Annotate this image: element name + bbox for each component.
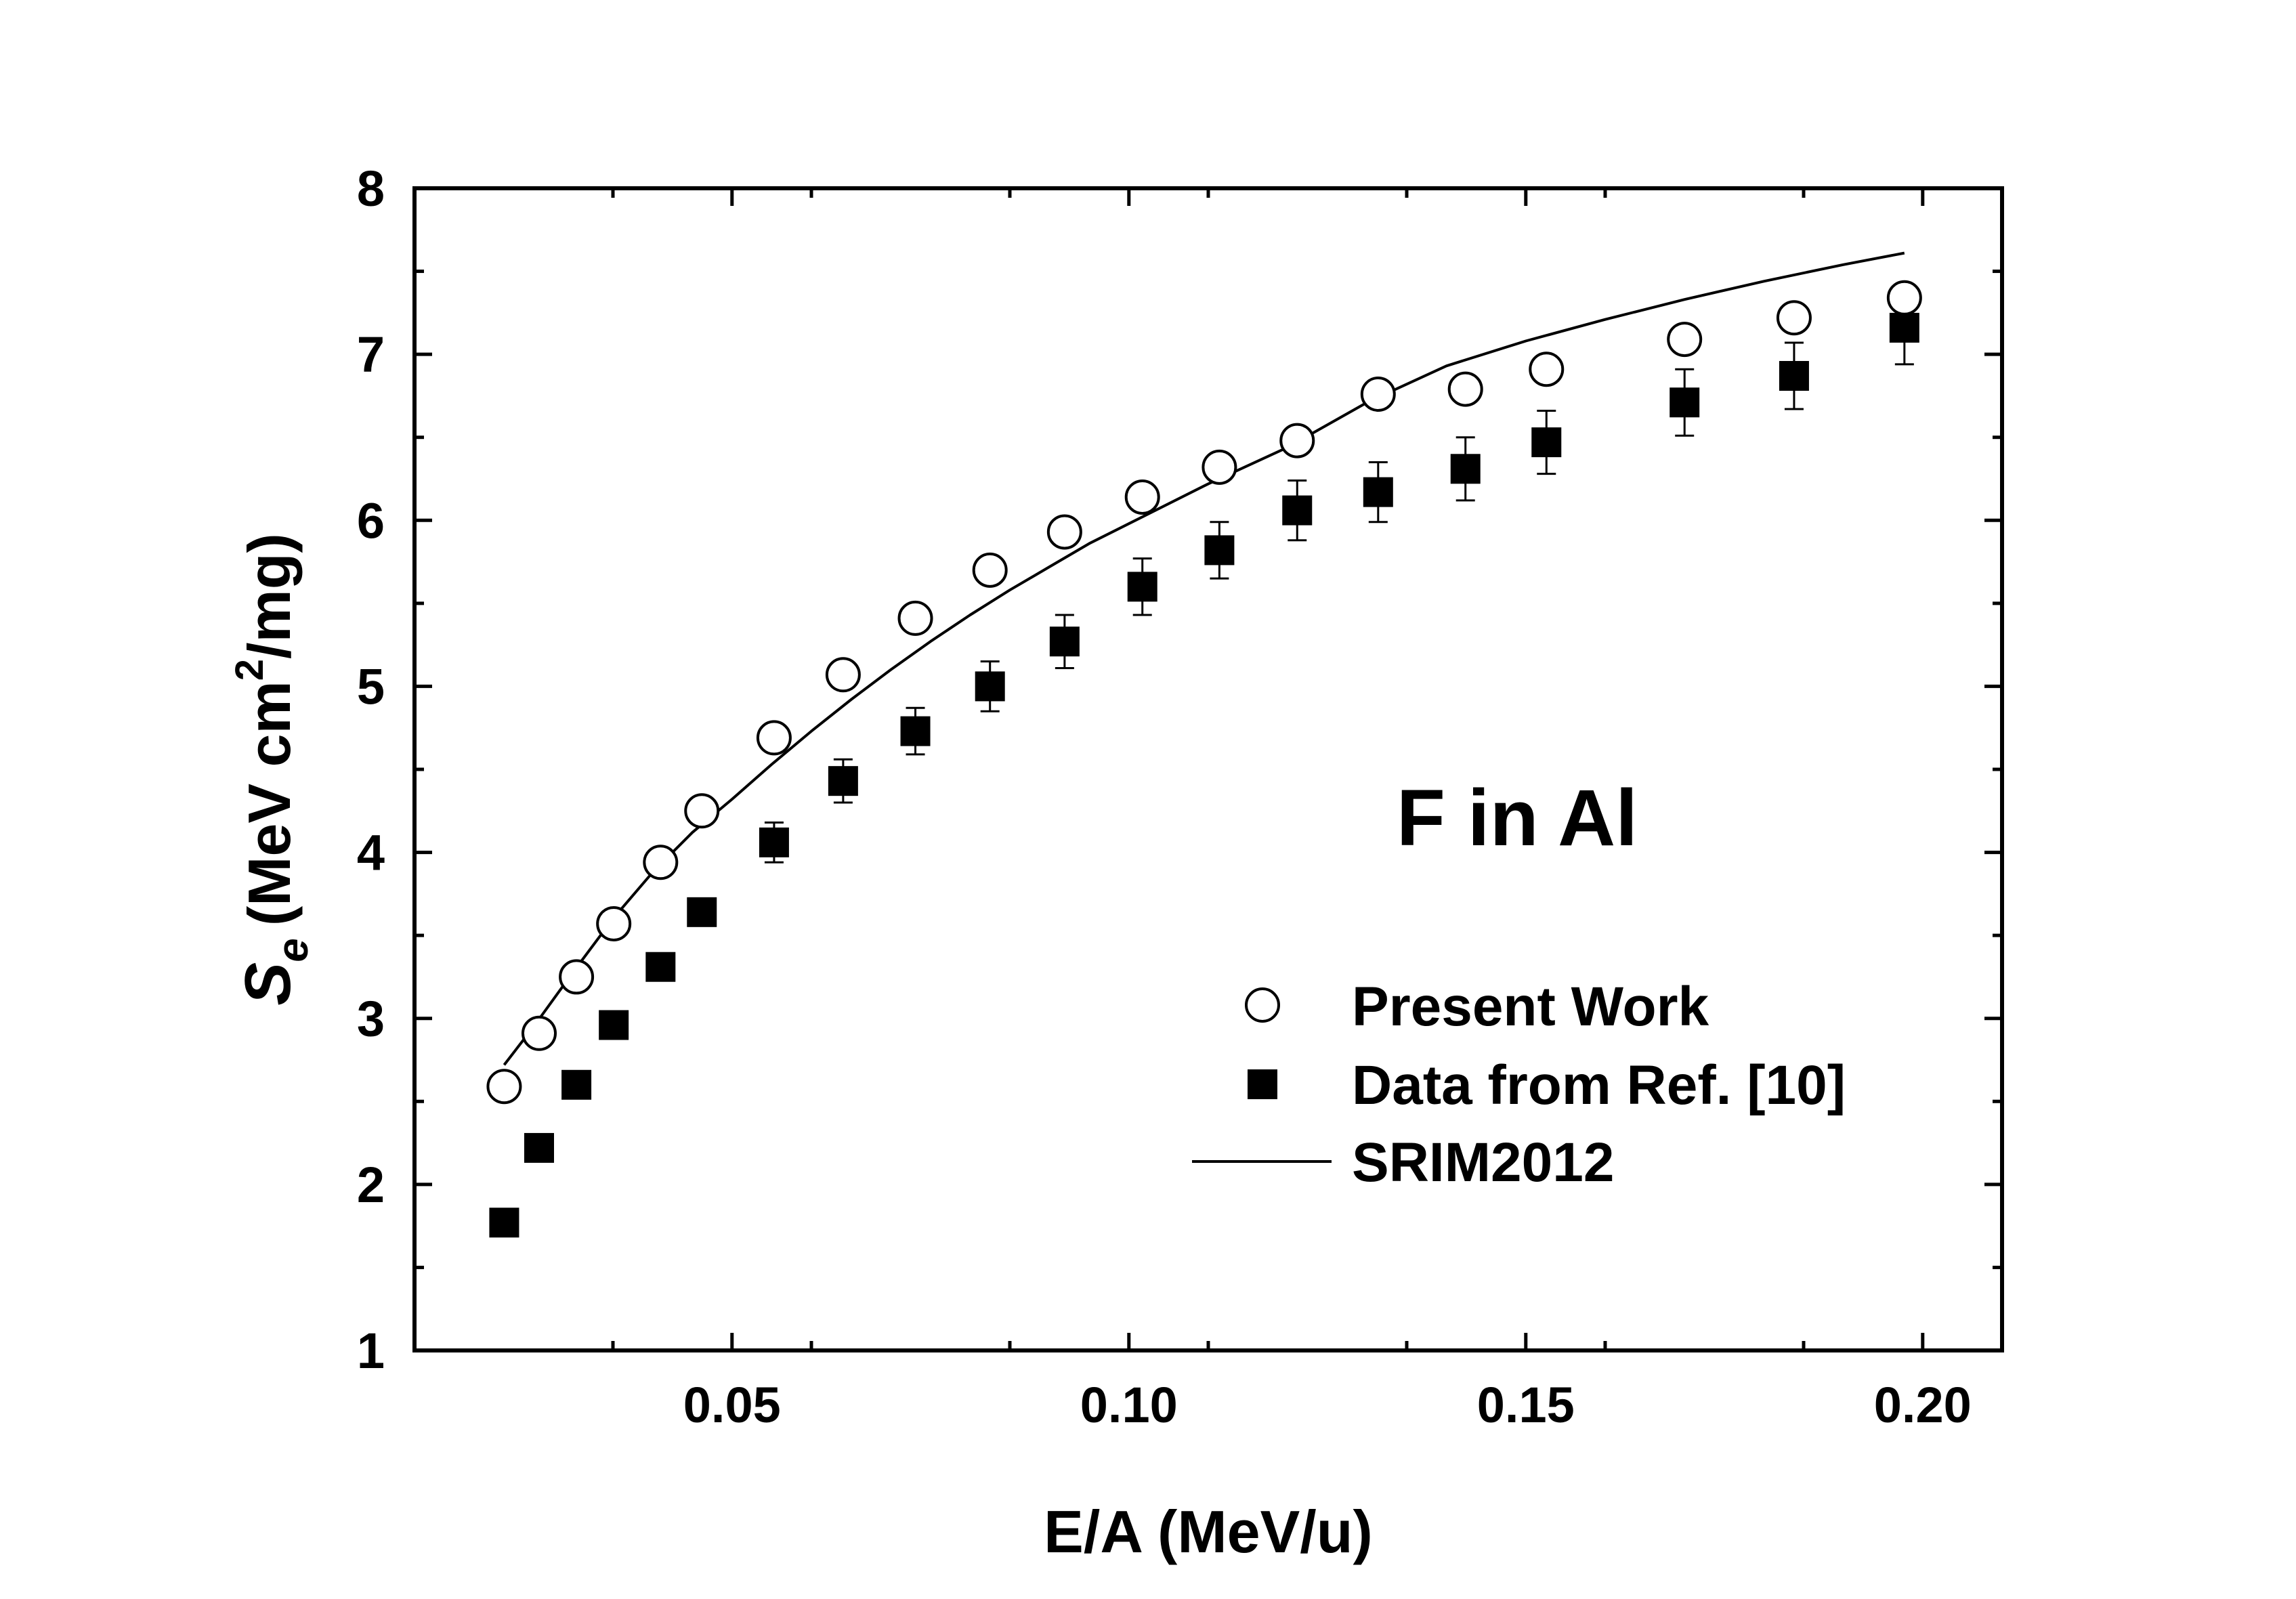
tick-labels: 0.05 0.10 0.15 0.20 1 2 3 4 5 6 7 8 [357, 161, 1972, 1433]
data-point-ref10 [975, 671, 1005, 702]
data-point-present-work [486, 1069, 522, 1105]
x-tick-label: 0.20 [1874, 1377, 1972, 1433]
y-tick-label: 4 [357, 825, 385, 881]
legend-marker-present-work [1245, 987, 1280, 1023]
legend-label-srim2012: SRIM2012 [1352, 1132, 1614, 1193]
y-tick-label: 2 [357, 1157, 385, 1213]
data-point-present-work [1360, 376, 1396, 412]
data-point-ref10 [561, 1069, 592, 1100]
data-point-ref10 [1049, 626, 1080, 657]
x-axis-label: E/A (MeV/u) [1044, 1498, 1373, 1565]
data-point-present-work [897, 600, 933, 636]
data-point-present-work [756, 720, 792, 756]
y-tick-label: 5 [357, 658, 385, 715]
data-point-present-work [596, 905, 632, 941]
data-point-ref10 [1127, 572, 1157, 602]
y-tick-label: 8 [357, 161, 385, 217]
data-point-present-work [522, 1015, 557, 1051]
data-point-present-work [825, 657, 861, 693]
data-point-present-work [1776, 300, 1812, 336]
y-axis-label-units-before: (MeV cm [236, 681, 303, 926]
data-point-ref10 [1450, 454, 1481, 484]
data-point-ref10 [599, 1010, 629, 1040]
data-point-ref10 [1889, 312, 1919, 343]
y-axis-label-units-after: /mg) [236, 533, 303, 659]
y-tick-label: 1 [357, 1323, 385, 1379]
data-point-ref10 [1779, 361, 1809, 391]
data-point-present-work [643, 845, 679, 880]
legend-marker-ref10 [1248, 1069, 1277, 1099]
data-point-present-work [559, 959, 595, 995]
data-point-ref10 [900, 716, 931, 746]
data-point-ref10 [645, 952, 676, 982]
legend-label-present-work: Present Work [1352, 976, 1709, 1038]
data-point-present-work [1529, 351, 1565, 387]
data-point-present-work [972, 552, 1008, 588]
data-point-present-work [1046, 514, 1082, 550]
data-point-ref10 [687, 897, 717, 927]
data-point-present-work [1124, 479, 1160, 515]
chart-annotation: F in Al [1397, 773, 1638, 863]
y-tick-label: 3 [357, 991, 385, 1047]
data-point-present-work [1667, 322, 1703, 358]
data-point-present-work [1447, 371, 1483, 407]
y-tick-label: 6 [357, 492, 385, 549]
data-point-ref10 [759, 827, 789, 857]
legend: Present Work Data from Ref. [10] SRIM201… [1192, 976, 1846, 1193]
x-tick-label: 0.05 [683, 1377, 781, 1433]
y-axis-label: Se (MeV cm2/mg) [228, 533, 317, 1006]
data-point-ref10 [1670, 387, 1700, 418]
plot-frame [412, 186, 2004, 1352]
y-axis-label-symbol: S [232, 962, 304, 1006]
x-tick-label: 0.15 [1477, 1377, 1575, 1433]
data-point-present-work [1202, 449, 1237, 485]
data-point-ref10 [489, 1208, 519, 1238]
svg-text:Se(MeV cm2/mg): Se (MeV cm2/mg) [228, 533, 317, 1006]
data-point-ref10 [1204, 535, 1235, 566]
data-point-present-work [1886, 280, 1922, 316]
y-tick-label: 7 [357, 326, 385, 383]
y-axis-label-subscript: e [268, 938, 317, 962]
data-point-ref10 [1531, 427, 1562, 458]
series-marks [486, 251, 1922, 1238]
x-tick-label: 0.10 [1080, 1377, 1178, 1433]
data-point-ref10 [1363, 477, 1393, 507]
data-point-present-work [1279, 423, 1315, 459]
data-point-ref10 [828, 766, 858, 796]
data-point-ref10 [1282, 495, 1313, 526]
y-axis-label-superscript: 2 [228, 659, 272, 681]
data-point-ref10 [524, 1132, 555, 1163]
data-point-present-work [684, 793, 720, 829]
legend-label-ref10: Data from Ref. [10] [1352, 1054, 1846, 1116]
